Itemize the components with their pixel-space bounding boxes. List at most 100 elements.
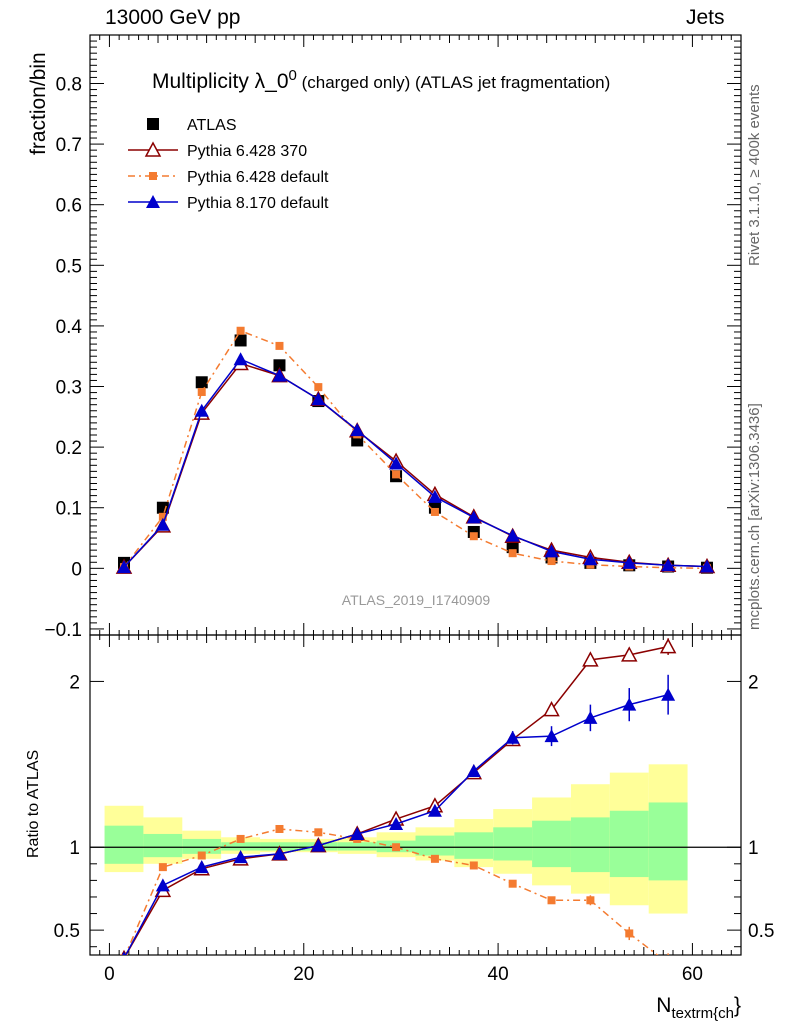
ratio-point-pythia-6-428-default <box>508 879 517 888</box>
band-inner-bin <box>493 827 533 861</box>
x-tick-label: 40 <box>488 964 509 985</box>
ratio-point-pythia-6-428-default <box>469 861 478 870</box>
ratio-point-pythia-6-428-370 <box>543 701 560 717</box>
ratio-point-pythia-8-170-default <box>350 826 365 840</box>
series-line <box>123 329 708 570</box>
ratio-y-axis-label: Ratio to ATLAS <box>25 750 42 858</box>
point-atlas <box>156 501 169 514</box>
legend-label: Pythia 8.170 default <box>187 195 329 212</box>
ratio-point-pythia-6-428-default <box>625 929 634 938</box>
ratio-point-pythia-6-428-default <box>586 896 595 905</box>
band-inner-bin <box>648 802 688 881</box>
ratio-point-pythia-8-170-default <box>583 710 598 724</box>
ratio-point-pythia-8-170-default <box>272 846 287 860</box>
ratio-y-tick-label-left: 2 <box>69 672 80 693</box>
ratio-y-tick-label-right: 1 <box>748 838 759 859</box>
ratio-point-pythia-6-428-default <box>236 834 245 843</box>
y-tick-label: 0 <box>71 559 82 580</box>
legend-label: ATLAS <box>187 117 237 134</box>
header-right-text: Jets <box>686 6 725 29</box>
ratio-point-pythia-6-428-default <box>392 843 401 852</box>
point-atlas <box>273 359 286 372</box>
band-inner-bin <box>143 833 183 858</box>
ratio-point-pythia-6-428-default <box>430 854 439 863</box>
point-pythia-8-170-default <box>272 368 287 382</box>
point-pythia-8-170-default <box>622 555 637 569</box>
point-pythia-8-170-default <box>427 489 442 503</box>
point-pythia-6-428-default <box>314 383 323 392</box>
point-pythia-8-170-default <box>544 544 559 558</box>
ratio-point-pythia-8-170-default <box>427 803 442 817</box>
chart-title: Multiplicity λ_00 (charged only) (ATLAS … <box>152 67 610 93</box>
ratio-point-pythia-6-428-default <box>275 824 284 833</box>
legend-marker <box>149 172 157 180</box>
ratio-point-pythia-8-170-default <box>194 860 209 874</box>
ratio-plot-frame <box>89 634 742 956</box>
ratio-point-pythia-8-170-default <box>661 687 676 701</box>
y-tick-label: 0.6 <box>56 196 82 217</box>
ratio-point-pythia-8-170-default <box>155 878 170 892</box>
point-pythia-8-170-default <box>233 352 248 366</box>
ratio-y-tick-label-left: 1 <box>69 838 80 859</box>
header-left-text: 13000 GeV pp <box>105 6 241 29</box>
ratio-point-pythia-6-428-370 <box>659 638 677 654</box>
point-atlas <box>234 334 247 347</box>
point-pythia-8-170-default <box>194 403 209 417</box>
ratio-point-pythia-8-170-default <box>233 850 248 864</box>
ratio-point-pythia-8-170-default <box>466 763 481 777</box>
ratio-y-tick-label-right: 0.5 <box>748 921 774 942</box>
legend-marker <box>146 195 160 208</box>
point-pythia-6-428-default <box>430 507 439 516</box>
band-inner-bin <box>104 825 144 864</box>
legend: ATLAS Pythia 6.428 370 Pythia 6.428 defaul… <box>128 117 329 212</box>
band-inner-bin <box>182 838 222 854</box>
band-inner-bin <box>570 817 610 873</box>
band-inner-bin <box>221 842 261 851</box>
ratio-y-tick-label-right: 2 <box>748 672 759 693</box>
ratio-point-pythia-6-428-370 <box>582 651 599 667</box>
point-pythia-8-170-default <box>350 423 365 437</box>
point-pythia-6-428-default <box>236 326 245 335</box>
y-tick-label: 0.5 <box>56 256 82 277</box>
ratio-point-pythia-6-428-default <box>314 828 323 837</box>
ratio-point-pythia-8-170-default <box>122 951 126 955</box>
legend-marker <box>147 118 159 130</box>
point-pythia-8-170-default <box>466 510 481 524</box>
point-pythia-6-428-default <box>392 470 401 479</box>
chart-labels: Multiplicity λ_00 (charged only) (ATLAS … <box>25 52 741 1022</box>
ratio-series-group <box>120 638 677 967</box>
x-tick-label: 0 <box>104 964 115 985</box>
point-pythia-6-428-default <box>197 387 206 396</box>
ratio-point-pythia-8-170-default <box>544 729 559 743</box>
point-pythia-6-428-default <box>158 512 167 521</box>
band-inner-bin <box>609 810 649 878</box>
ratio-point-pythia-6-428-default <box>664 959 672 967</box>
ratio-point-pythia-6-428-default <box>547 896 556 905</box>
y-tick-label: −0.1 <box>44 620 82 641</box>
y-axis-label: fraction/bin <box>27 52 50 155</box>
point-pythia-6-428-default <box>275 341 284 350</box>
y-tick-label: 0.8 <box>56 74 82 95</box>
point-pythia-8-170-default <box>389 456 404 470</box>
legend-label: Pythia 6.428 370 <box>187 143 307 160</box>
band-inner-bin <box>337 842 377 851</box>
point-pythia-8-170-default <box>155 517 170 531</box>
point-pythia-8-170-default <box>661 558 676 572</box>
band-inner-bin <box>454 832 494 859</box>
x-tick-label: 60 <box>682 964 703 985</box>
y-tick-label: 0.1 <box>56 499 82 520</box>
y-tick-label: 0.4 <box>56 317 83 338</box>
legend-marker <box>144 141 162 157</box>
point-pythia-8-170-default <box>117 560 132 574</box>
series-line <box>123 362 708 568</box>
y-tick-label: 0.3 <box>56 378 82 399</box>
ratio-point-pythia-8-170-default <box>505 730 520 744</box>
point-pythia-8-170-default <box>583 552 598 566</box>
point-pythia-6-428-default <box>508 549 517 558</box>
point-atlas <box>195 376 208 389</box>
ratio-point-pythia-8-170-default <box>389 817 404 831</box>
band-inner-bin <box>532 820 571 868</box>
point-pythia-6-428-default <box>547 557 556 566</box>
ratio-point-pythia-8-170-default <box>311 838 326 852</box>
